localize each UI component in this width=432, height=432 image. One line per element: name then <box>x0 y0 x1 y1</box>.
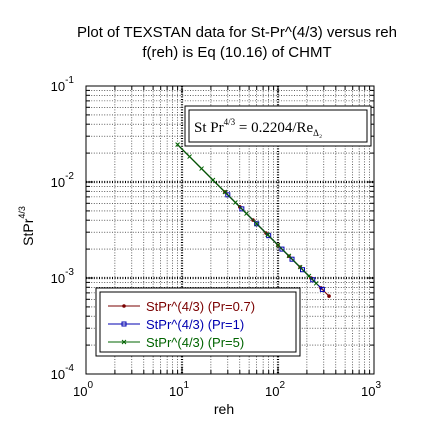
cross-stroke <box>210 177 216 183</box>
equation-box-inner <box>188 109 368 143</box>
data-point <box>222 189 228 195</box>
y-axis-label-exponent: 4/3 <box>17 206 27 219</box>
legend-entry-1: StPr^(4/3) (Pr=0.7) <box>108 299 255 314</box>
equation-text: St Pr4/3 = 0.2204/ReΔ₂ <box>194 117 322 138</box>
x-tick-base: 10 <box>169 384 183 399</box>
cross-stroke <box>265 232 270 237</box>
data-point <box>175 142 180 147</box>
legend-box-outer <box>95 287 301 357</box>
data-point <box>297 264 303 270</box>
legend-label: StPr^(4/3) (Pr=5) <box>146 335 244 350</box>
data-point <box>279 246 285 252</box>
legend-box-inner <box>99 291 297 353</box>
data-point <box>210 177 216 183</box>
cross-stroke <box>244 211 249 216</box>
cross-stroke <box>222 189 228 195</box>
data-point <box>239 206 245 212</box>
x-tick-label: 100 <box>73 380 93 399</box>
x-tick-label: 103 <box>361 380 381 399</box>
data-point <box>244 211 249 216</box>
x-tick-base: 10 <box>361 384 375 399</box>
series-3 <box>175 142 319 286</box>
chart-title: Plot of TEXSTAN data for St-Pr^(4/3) ver… <box>77 24 397 41</box>
x-tick-exponent: 0 <box>87 380 93 391</box>
y-tick-exponent: -4 <box>65 363 74 374</box>
legend-entry-3: StPr^(4/3) (Pr=5) <box>108 335 244 350</box>
cross-stroke <box>306 273 312 279</box>
x-tick-base: 10 <box>265 384 279 399</box>
data-point <box>300 267 306 273</box>
data-point <box>233 200 238 205</box>
cross-stroke <box>175 142 180 147</box>
y-tick-base: 10 <box>51 175 65 190</box>
data-point <box>199 166 204 171</box>
series-layer <box>175 142 331 298</box>
data-point <box>254 221 260 227</box>
legend-marker <box>121 339 127 345</box>
plot-frame <box>85 85 375 375</box>
data-point <box>286 253 292 259</box>
cross-stroke <box>254 221 260 227</box>
y-tick-base: 10 <box>51 367 65 382</box>
cross-stroke <box>199 166 204 171</box>
cross-stroke <box>297 264 303 270</box>
equation-subscript: Δ₂ <box>313 128 322 138</box>
y-tick-base: 10 <box>51 271 65 286</box>
legend-label: StPr^(4/3) (Pr=0.7) <box>146 299 255 314</box>
x-tick-exponent: 3 <box>375 380 381 391</box>
y-tick-exponent: -1 <box>65 75 74 86</box>
data-point <box>187 154 192 159</box>
x-tick-label: 102 <box>265 380 285 399</box>
y-axis-label-base: StPr <box>20 218 36 246</box>
cross-stroke <box>233 200 238 205</box>
y-tick-label: 10-3 <box>51 267 75 286</box>
data-point <box>254 221 260 227</box>
equation-mid: = 0.2204/Re <box>235 120 313 136</box>
data-point <box>313 280 319 286</box>
cross-stroke <box>121 339 127 345</box>
legend: StPr^(4/3) (Pr=0.7) StPr^(4/3) (Pr=1) StPr… <box>95 287 301 357</box>
data-point <box>310 277 316 283</box>
legend-label: StPr^(4/3) (Pr=1) <box>146 317 244 332</box>
data-point <box>319 286 325 292</box>
equation-box-outer <box>184 105 372 147</box>
cross-stroke <box>275 242 281 248</box>
equation-box: St Pr4/3 = 0.2204/ReΔ₂ <box>184 105 372 147</box>
legend-entry-2: StPr^(4/3) (Pr=1) <box>108 317 244 332</box>
x-tick-exponent: 2 <box>279 380 285 391</box>
equation-exponent: 4/3 <box>224 117 236 127</box>
data-point <box>327 294 331 298</box>
data-point <box>225 192 231 198</box>
cross-stroke <box>187 154 192 159</box>
x-tick-label: 101 <box>169 380 189 399</box>
cross-stroke <box>313 280 319 286</box>
y-axis-label: StPr4/3 <box>17 206 36 246</box>
legend-marker <box>122 304 126 308</box>
x-tick-exponent: 1 <box>183 380 189 391</box>
data-point <box>275 242 281 248</box>
data-point <box>306 273 312 279</box>
x-axis-label: reh <box>214 401 234 417</box>
data-point <box>289 256 295 262</box>
y-tick-base: 10 <box>51 79 65 94</box>
legend-marker <box>121 321 127 327</box>
y-tick-exponent: -3 <box>65 267 74 278</box>
y-tick-label: 10-2 <box>51 171 75 190</box>
cross-stroke <box>286 253 292 259</box>
y-tick-exponent: -2 <box>65 171 74 182</box>
y-tick-label: 10-1 <box>51 75 75 94</box>
chart-subtitle: f(reh) is Eq (10.16) of CHMT <box>142 44 331 61</box>
x-tick-base: 10 <box>73 384 87 399</box>
y-tick-label: 10-4 <box>51 363 75 382</box>
equation-main: St Pr <box>194 120 224 136</box>
legend-items: StPr^(4/3) (Pr=0.7) StPr^(4/3) (Pr=1) StPr… <box>108 299 255 350</box>
data-point <box>265 232 270 237</box>
